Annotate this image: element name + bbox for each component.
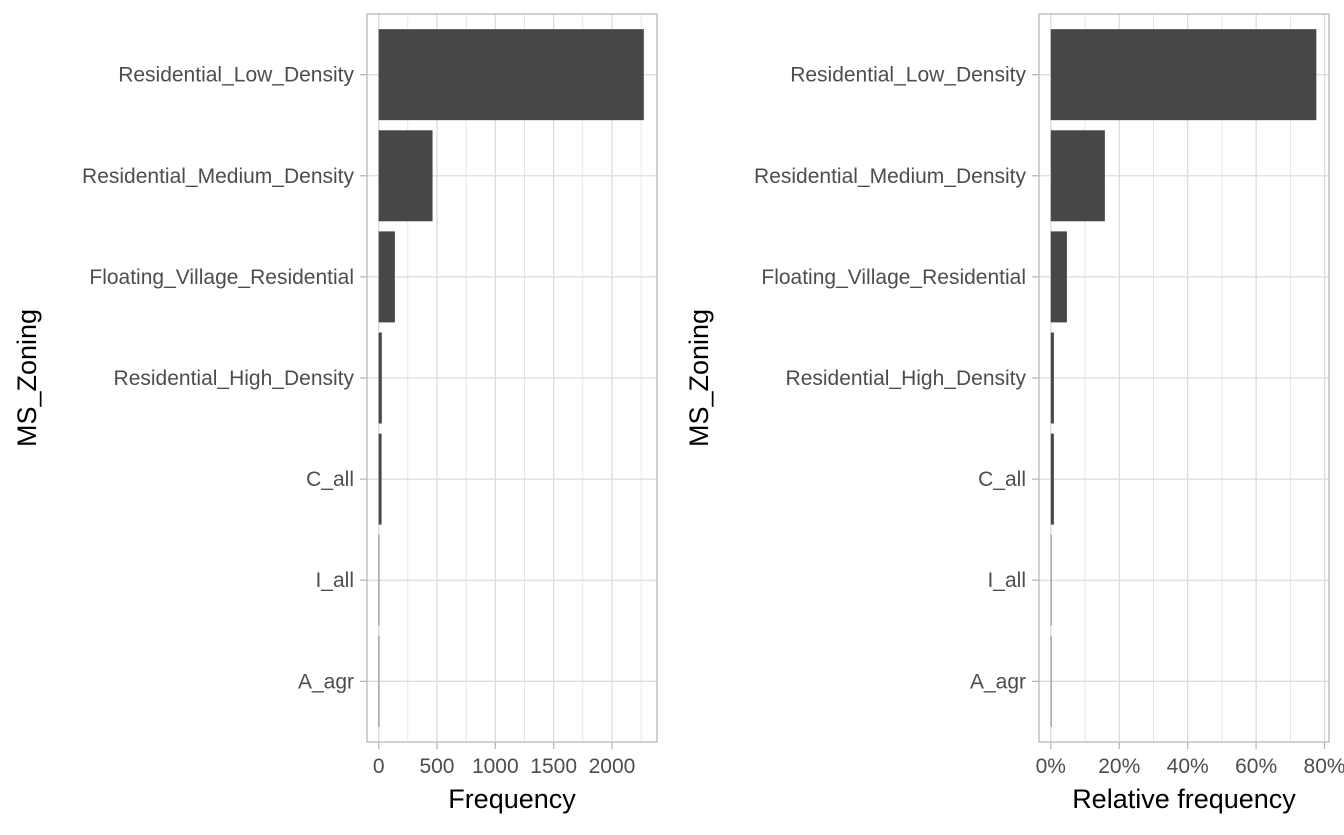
y-tick-label: I_all	[315, 569, 354, 592]
bar-I_all	[378, 534, 380, 626]
bar-I_all	[1050, 534, 1052, 626]
x-tick-label: 1500	[530, 755, 577, 778]
x-tick-label: 0	[373, 755, 385, 778]
bar-Residential_Medium_Density	[1050, 130, 1105, 222]
bar-C_all	[378, 433, 382, 525]
x-tick-label: 40%	[1167, 755, 1209, 778]
y-tick-label: C_all	[306, 468, 354, 491]
x-tick-label: 80%	[1304, 755, 1344, 778]
x-tick-label: 1000	[472, 755, 519, 778]
y-tick-label: Residential_Medium_Density	[754, 165, 1026, 188]
x-tick-label: 20%	[1098, 755, 1140, 778]
bar-Floating_Village_Residential	[378, 231, 395, 323]
bar-C_all	[1050, 433, 1054, 525]
x-tick-label: 60%	[1235, 755, 1277, 778]
bar-Residential_Low_Density	[1050, 29, 1317, 121]
y-tick-label: C_all	[978, 468, 1026, 491]
y-tick-label: Residential_High_Density	[786, 367, 1027, 390]
y-tick-label: Residential_Low_Density	[118, 64, 354, 87]
chart-panel-2: Residential_Low_Density Residential_Mediu…	[684, 13, 1344, 814]
bar-Floating_Village_Residential	[1050, 231, 1067, 323]
y-tick-label: Floating_Village_Residential	[761, 266, 1026, 289]
y-tick-label: A_agr	[298, 670, 354, 693]
chart-panel-1: Residential_Low_Density Residential_Mediu…	[12, 13, 658, 814]
y-tick-label: Floating_Village_Residential	[89, 266, 354, 289]
x-tick-label: 2000	[589, 755, 636, 778]
y-tick-label: Residential_Low_Density	[790, 64, 1026, 87]
bar-A_agr	[1050, 635, 1052, 727]
x-tick-label: 500	[419, 755, 454, 778]
y-tick-label: Residential_High_Density	[114, 367, 355, 390]
y-tick-label: Residential_Medium_Density	[82, 165, 354, 188]
y-axis-title: MS_Zoning	[12, 309, 42, 447]
x-axis-title: Relative frequency	[1072, 784, 1296, 814]
bar-Residential_Low_Density	[378, 29, 644, 121]
x-tick-label: 0%	[1036, 755, 1066, 778]
bar-Residential_High_Density	[378, 332, 382, 424]
bar-Residential_Medium_Density	[378, 130, 433, 222]
y-tick-label: I_all	[987, 569, 1026, 592]
y-axis-title: MS_Zoning	[684, 309, 714, 447]
y-tick-label: A_agr	[970, 670, 1026, 693]
bar-Residential_High_Density	[1050, 332, 1054, 424]
bar-A_agr	[378, 635, 380, 727]
x-axis-title: Frequency	[448, 784, 576, 814]
